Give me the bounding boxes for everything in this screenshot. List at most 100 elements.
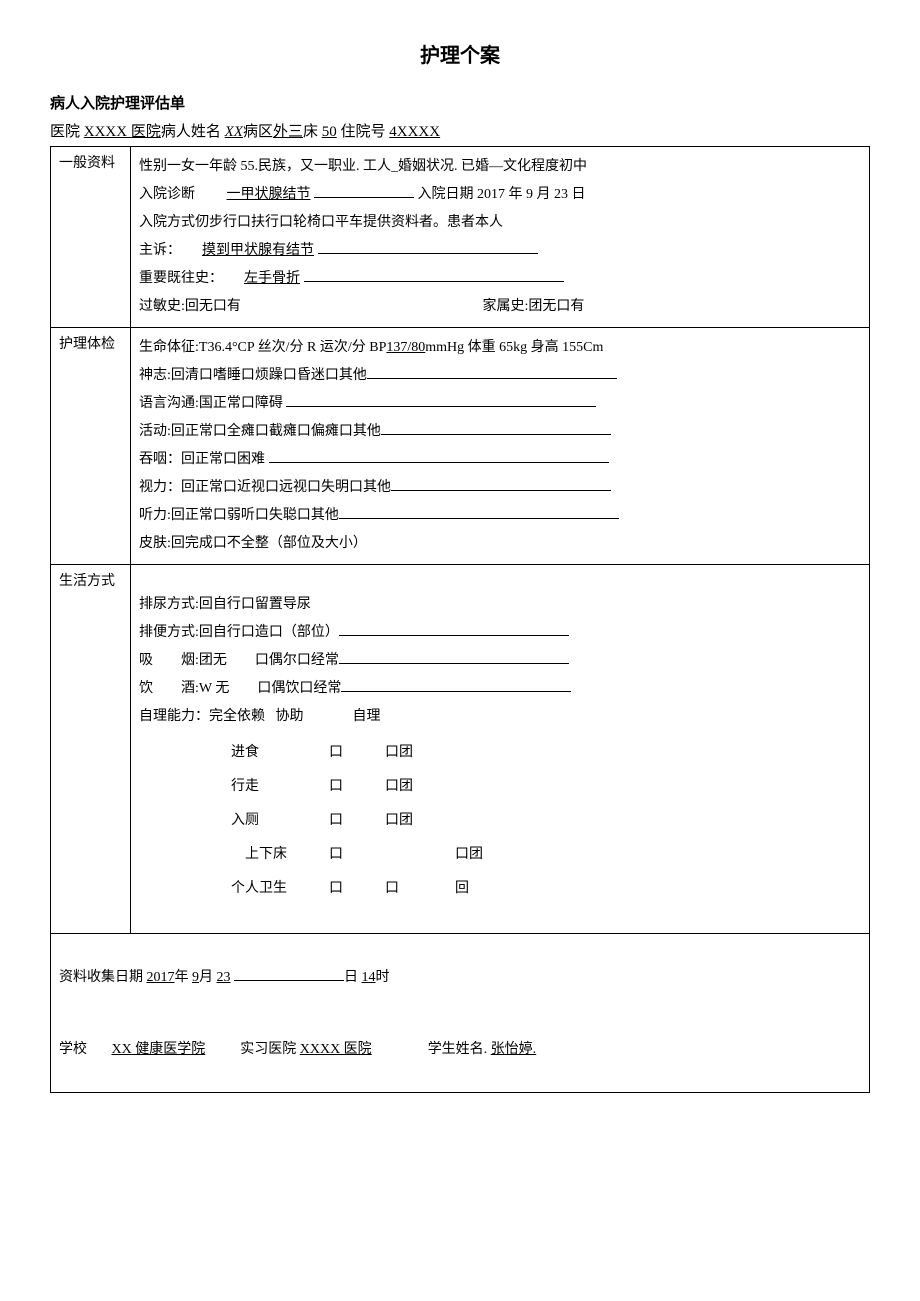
spacer2 xyxy=(139,907,861,927)
walking-c1: 口 xyxy=(319,771,373,803)
hygiene-c2: 口 xyxy=(375,873,443,905)
activity-fill xyxy=(381,418,611,435)
consciousness-text: 神志:回清口嗜睡口烦躁口昏迷口其他 xyxy=(139,368,367,383)
name-value: XX xyxy=(225,124,243,140)
school-value: XX 健康医学院 xyxy=(112,1042,206,1057)
diagnosis-label: 入院诊断 xyxy=(139,187,195,202)
drinking-line: 饮 酒:W 无 口偶饮口经常 xyxy=(139,675,861,703)
allergy-text: 过敏史:回无口有 xyxy=(139,293,479,321)
swallow-line: 吞咽：回正常口困难 xyxy=(139,446,861,474)
vision-fill xyxy=(391,474,611,491)
student-name-label: 学生姓名. xyxy=(428,1042,488,1057)
defecation-line: 排便方式:回自行口造口（部位） xyxy=(139,619,861,647)
family-text: 家属史:团无口有 xyxy=(483,299,585,314)
ward-value: 外三 xyxy=(273,124,303,140)
hospital-value: XXXX 医院 xyxy=(84,124,161,140)
spacer xyxy=(139,571,861,591)
consciousness-line: 神志:回清口嗜睡口烦躁口昏迷口其他 xyxy=(139,362,861,390)
footer-cell: 资料收集日期 2017年 9月 23 日 14时 学校 XX 健康医学院 实习医… xyxy=(51,934,870,1093)
hospital-label: 医院 xyxy=(50,124,80,140)
school-label: 学校 xyxy=(59,1042,87,1057)
lifestyle-label: 生活方式 xyxy=(51,565,131,934)
ward-label: 病区 xyxy=(243,124,273,140)
chief-complaint-label: 主诉： xyxy=(139,243,181,258)
general-row: 一般资料 性别一女一年龄 55.民族，又一职业. 工人_婚姻状况. 已婚—文化程… xyxy=(51,147,870,328)
header-line: 医院 XXXX 医院病人姓名 XX病区外三床 50 住院号 4XXXX xyxy=(50,120,870,144)
lifestyle-content: 排尿方式:回自行口留置导尿 排便方式:回自行口造口（部位） 吸 烟:团无 口偶尔… xyxy=(131,565,870,934)
toilet-c2: 口团 xyxy=(375,805,443,837)
collect-hour: 14 xyxy=(362,970,376,985)
consciousness-fill xyxy=(367,362,617,379)
bed-value: 50 xyxy=(322,124,337,140)
speech-line: 语言沟通:国正常口障碍 xyxy=(139,390,861,418)
exam-content: 生命体征:T36.4°CP 丝次/分 R 运次/分 BP137/80mmHg 体… xyxy=(131,328,870,565)
chief-complaint-line: 主诉： 摸到甲状腺有结节 xyxy=(139,237,861,265)
admission-no-label: 住院号 xyxy=(341,124,386,140)
toilet-c3 xyxy=(445,805,513,837)
collect-month: 9 xyxy=(192,970,199,985)
day-char: 日 xyxy=(344,970,358,985)
drinking-text: 饮 酒:W 无 口偶饮口经常 xyxy=(139,681,341,696)
general-content: 性别一女一年龄 55.民族，又一职业. 工人_婚姻状况. 已婚—文化程度初中 入… xyxy=(131,147,870,328)
chief-complaint-value: 摸到甲状腺有结节 xyxy=(202,243,314,258)
ability-hygiene: 个人卫生 口 口 回 xyxy=(221,873,513,905)
allergy-family-line: 过敏史:回无口有 家属史:团无口有 xyxy=(139,293,861,321)
diagnosis-line: 入院诊断 一甲状腺结节 入院日期 2017 年 9 月 23 日 xyxy=(139,181,861,209)
assist-header: 协助 xyxy=(276,709,304,724)
day-fill xyxy=(234,964,344,981)
school-line: 学校 XX 健康医学院 实习医院 XXXX 医院 学生姓名. 张怡婷. xyxy=(59,1039,861,1061)
walking-c2: 口团 xyxy=(375,771,443,803)
month-char: 月 xyxy=(199,970,213,985)
name-label: 病人姓名 xyxy=(161,124,221,140)
hearing-line: 听力:回正常口弱听口失聪口其他 xyxy=(139,502,861,530)
practice-hospital-value: XXXX 医院 xyxy=(300,1042,372,1057)
admission-mode-line: 入院方式仞步行口扶行口轮椅口平车提供资料者。患者本人 xyxy=(139,209,861,237)
speech-text: 语言沟通:国正常口障碍 xyxy=(139,396,283,411)
student-name-value: 张怡婷. xyxy=(491,1042,537,1057)
bed-label: 床 xyxy=(303,124,318,140)
footer-row: 资料收集日期 2017年 9月 23 日 14时 学校 XX 健康医学院 实习医… xyxy=(51,934,870,1093)
demographics-line: 性别一女一年龄 55.民族，又一职业. 工人_婚姻状况. 已婚—文化程度初中 xyxy=(139,153,861,181)
smoking-fill xyxy=(339,647,569,664)
history-value: 左手骨折 xyxy=(244,271,300,286)
eating-c2: 口团 xyxy=(375,737,443,769)
history-label: 重要既往史： xyxy=(139,271,223,286)
ability-walking: 行走 口 口团 xyxy=(221,771,513,803)
urination-line: 排尿方式:回自行口留置导尿 xyxy=(139,591,861,619)
spacer3 xyxy=(59,989,861,1039)
general-label: 一般资料 xyxy=(51,147,131,328)
hearing-fill xyxy=(339,502,619,519)
skin-line: 皮肤:回完成口不全整（部位及大小） xyxy=(139,530,861,558)
hour-char: 时 xyxy=(376,970,390,985)
self-care-label: 自理能力： xyxy=(139,709,209,724)
admission-date-value: 2017 年 9 月 23 日 xyxy=(477,187,586,202)
smoking-line: 吸 烟:团无 口偶尔口经常 xyxy=(139,647,861,675)
smoking-text: 吸 烟:团无 口偶尔口经常 xyxy=(139,653,339,668)
defecation-text: 排便方式:回自行口造口（部位） xyxy=(139,625,339,640)
eating-c3 xyxy=(445,737,513,769)
defecation-fill xyxy=(339,619,569,636)
self-care-header: 自理能力：完全依赖 协助 自理 xyxy=(139,703,861,731)
hygiene-label: 个人卫生 xyxy=(221,873,317,905)
speech-fill xyxy=(286,390,596,407)
collect-date-line: 资料收集日期 2017年 9月 23 日 14时 xyxy=(59,964,861,989)
assessment-table: 一般资料 性别一女一年龄 55.民族，又一职业. 工人_婚姻状况. 已婚—文化程… xyxy=(50,146,870,1093)
exam-row: 护理体检 生命体征:T36.4°CP 丝次/分 R 运次/分 BP137/80m… xyxy=(51,328,870,565)
self-header: 自理 xyxy=(353,709,381,724)
collect-year: 2017 xyxy=(147,970,175,985)
admission-date-label: 入院日期 xyxy=(418,187,474,202)
ability-eating: 进食 口 口团 xyxy=(221,737,513,769)
vital-signs: 生命体征:T36.4°CP 丝次/分 R 运次/分 BP137/80mmHg 体… xyxy=(139,334,861,362)
bed-c1: 口 xyxy=(319,839,373,871)
bed-c2: 口团 xyxy=(445,839,513,871)
eating-c1: 口 xyxy=(319,737,373,769)
walking-c3 xyxy=(445,771,513,803)
practice-hospital-label: 实习医院 xyxy=(240,1042,296,1057)
bed-c2-empty xyxy=(375,839,443,871)
eating-label: 进食 xyxy=(221,737,317,769)
ability-bed: 上下床 口 口团 xyxy=(221,839,513,871)
toilet-label: 入厕 xyxy=(221,805,317,837)
form-subtitle: 病人入院护理评估单 xyxy=(50,92,870,116)
swallow-text: 吞咽：回正常口困难 xyxy=(139,452,265,467)
lifestyle-row: 生活方式 排尿方式:回自行口留置导尿 排便方式:回自行口造口（部位） 吸 烟:团… xyxy=(51,565,870,934)
